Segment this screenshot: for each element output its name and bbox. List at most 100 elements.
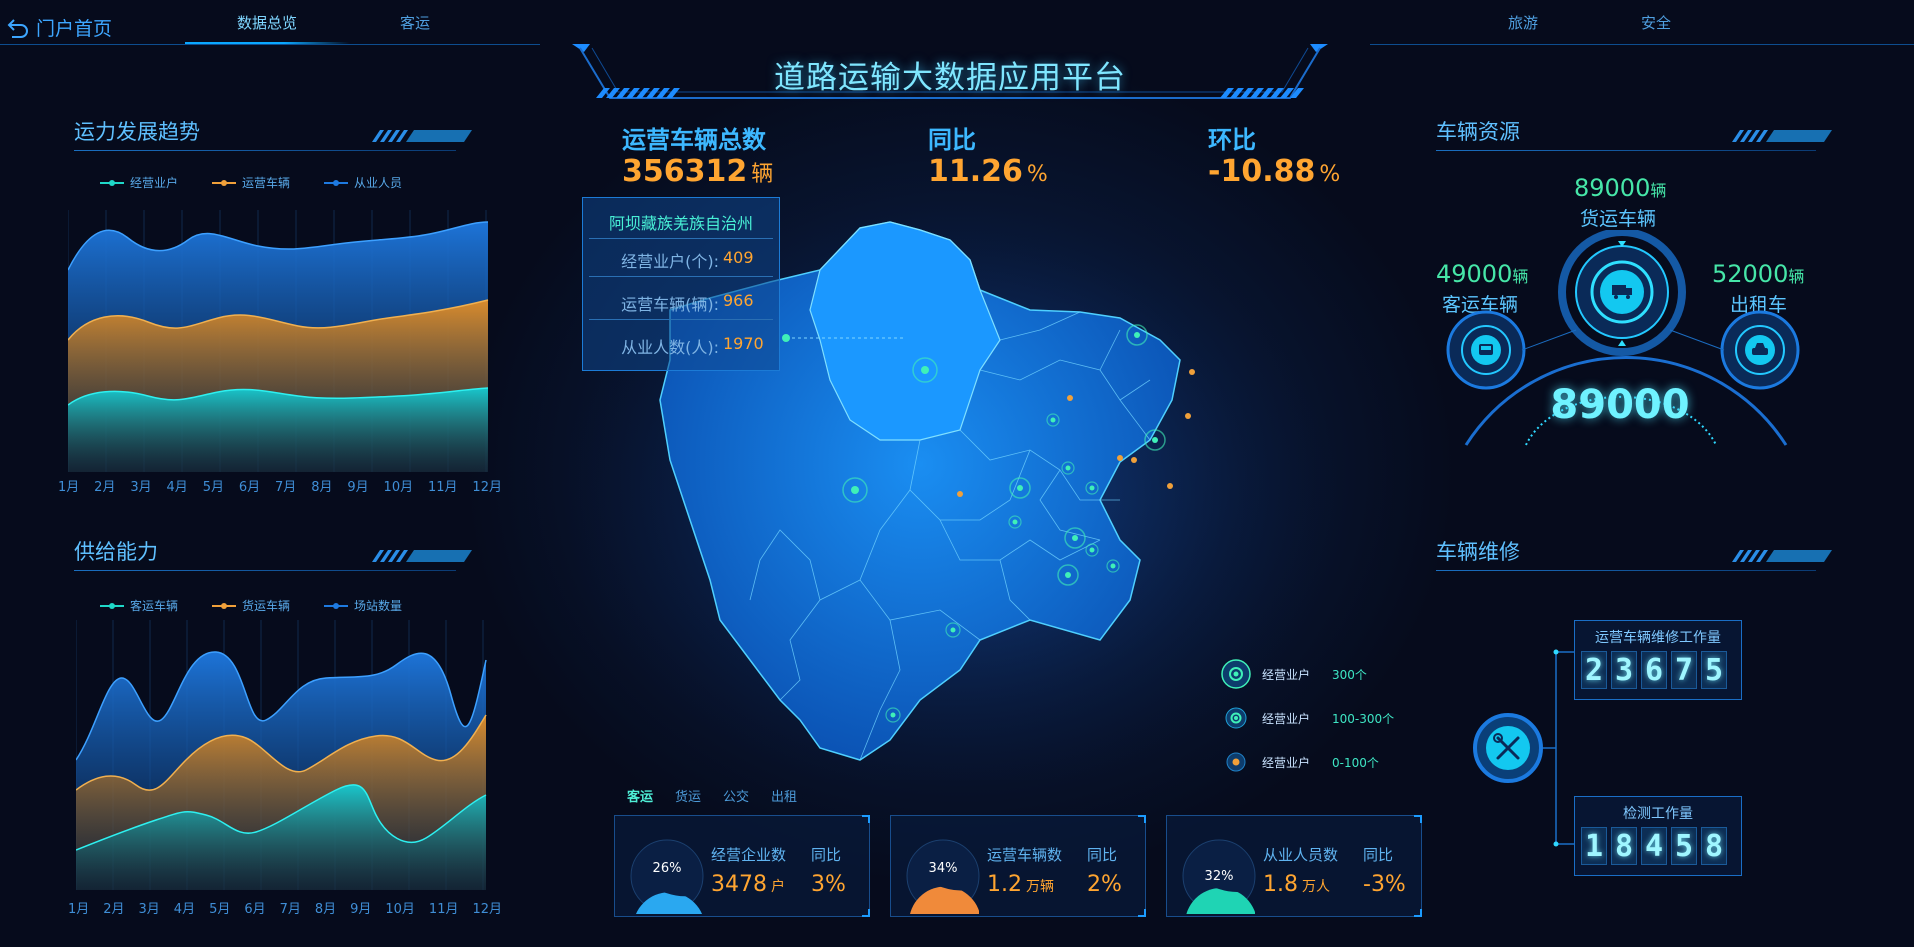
legend-label: 货运车辆	[242, 599, 291, 613]
tooltip-row-value: 409	[723, 248, 754, 267]
supply-legend: 客运车辆 货运车辆 场站数量	[100, 597, 402, 614]
map-legend-item[interactable]: 经营业户 100-300个	[1220, 702, 1394, 734]
map-markers	[842, 324, 1195, 723]
kpi-yoy-label: 同比	[928, 126, 976, 154]
vehicle-resource-divider	[1436, 150, 1816, 151]
card-value: 1.8 万人	[1263, 872, 1330, 897]
legend-item[interactable]: 客运车辆	[100, 597, 178, 614]
kpi-total-vehicles-value: 356312 辆	[622, 154, 773, 189]
stripe-decoration	[1732, 130, 1832, 142]
tab-taxi[interactable]: 出租	[771, 790, 798, 805]
tab-freight[interactable]: 货运	[675, 790, 702, 805]
x-tick-label: 12月	[472, 480, 502, 495]
map-tooltip: 阿坝藏族羌族自治州 经营业户(个): 409 运营车辆(辆): 966 从业人数(人…	[582, 197, 780, 371]
card-value-unit: 万人	[1302, 879, 1330, 895]
title-frame: 道路运输大数据应用平台	[560, 40, 1340, 110]
tab-passenger[interactable]: 客运	[400, 14, 431, 32]
supply-divider	[74, 570, 456, 571]
capacity-trend-chart	[68, 210, 489, 472]
map-legend-item[interactable]: 经营业户 0-100个	[1220, 746, 1379, 778]
veh-unit: 辆	[1650, 181, 1667, 200]
tab-overview[interactable]: 数据总览	[237, 14, 298, 32]
truck-icon	[1612, 285, 1632, 299]
legend-item[interactable]: 从业人员	[324, 174, 402, 191]
x-tick-label: 10月	[385, 902, 415, 917]
tab-bus[interactable]: 公交	[723, 790, 750, 805]
kpi-unit: %	[1026, 162, 1048, 187]
card-label: 从业人员数	[1263, 846, 1339, 864]
tooltip-divider	[589, 319, 773, 320]
stripe-decoration	[1732, 550, 1832, 562]
tooltip-row: 经营业户(个): 409	[583, 248, 779, 272]
category-tabs: 客运 货运 公交 出租	[627, 786, 797, 805]
kpi-value-number: 356312	[622, 154, 748, 189]
card-value-unit: 户	[771, 879, 785, 895]
veh-unit: 辆	[1788, 267, 1805, 286]
card-corner	[1414, 815, 1422, 823]
tab-tourism[interactable]: 旅游	[1508, 14, 1539, 32]
legend-label: 运营车辆	[242, 176, 291, 190]
legend-item[interactable]: 场站数量	[324, 597, 402, 614]
x-tick-label: 7月	[279, 902, 301, 917]
x-tick-label: 11月	[428, 902, 459, 917]
legend-item[interactable]: 运营车辆	[212, 174, 290, 191]
active-tab-underline	[185, 42, 350, 44]
gauge-percent: 32%	[1205, 869, 1234, 884]
legend-item[interactable]: 经营业户	[100, 174, 178, 191]
vehicle-resource-title: 车辆资源	[1436, 120, 1520, 144]
card-yoy-label: 同比	[1363, 846, 1394, 864]
maintenance-connector	[1473, 649, 1574, 847]
card-value-number: 1.8	[1263, 872, 1298, 897]
passenger-vehicle-label: 客运车辆	[1442, 294, 1519, 316]
top-nav: 门户首页 数据总览 客运 旅游 安全	[0, 0, 1914, 45]
capacity-trend-title: 运力发展趋势	[74, 120, 200, 144]
tooltip-row: 从业人数(人): 1970	[583, 334, 779, 358]
repair-workload-title: 运营车辆维修工作量	[1595, 630, 1721, 646]
card-value-number: 3478	[711, 872, 767, 897]
legend-line-icon	[100, 179, 124, 186]
tab-safety[interactable]: 安全	[1641, 14, 1672, 32]
map-legend-label: 经营业户	[1262, 755, 1311, 770]
card-corner	[1414, 909, 1422, 917]
cargo-vehicle-label: 货运车辆	[1580, 208, 1657, 230]
tooltip-divider	[589, 276, 773, 277]
tooltip-row: 运营车辆(辆): 966	[583, 291, 779, 315]
x-tick-label: 3月	[138, 902, 160, 917]
card-corner	[862, 909, 870, 917]
tab-passenger-transport[interactable]: 客运	[627, 790, 654, 805]
page-title: 道路运输大数据应用平台	[774, 60, 1126, 96]
title-frame-decoration	[572, 44, 1328, 99]
digit: 6	[1641, 651, 1667, 689]
inspection-workload-title: 检测工作量	[1623, 806, 1693, 822]
legend-line-icon	[324, 602, 349, 609]
home-label: 门户首页	[36, 18, 113, 40]
card-corner	[862, 815, 870, 823]
total-vehicle-number: 89000	[1550, 382, 1690, 428]
legend-line-icon	[100, 602, 124, 609]
passenger-vehicle-count: 49000辆	[1436, 260, 1528, 288]
map-legend-item[interactable]: 经营业户 300个	[1220, 658, 1367, 690]
x-tick-label: 6月	[244, 902, 266, 917]
kpi-value-number: 11.26	[928, 154, 1023, 189]
supply-x-axis: 1月 2月 3月 4月 5月 6月 7月 8月 9月 10月 11月 12月	[68, 898, 502, 917]
digit: 4	[1641, 827, 1667, 865]
capacity-trend-x-axis: 1月 2月 3月 4月 5月 6月 7月 8月 9月 10月 11月 12月	[58, 476, 502, 495]
digit: 5	[1701, 651, 1727, 689]
card-yoy: -3%	[1363, 872, 1406, 897]
liquid-gauge: 26%	[630, 839, 704, 914]
card-yoy-label: 同比	[811, 846, 842, 864]
card-value: 3478 户	[711, 872, 785, 897]
maintenance-divider	[1436, 570, 1816, 571]
legend-item[interactable]: 货运车辆	[212, 597, 290, 614]
legend-label: 从业人员	[354, 176, 403, 190]
digit: 8	[1701, 827, 1727, 865]
stat-card-vehicles: 34% 运营车辆数 同比 1.2 万辆 2%	[890, 815, 1146, 917]
x-tick-label: 12月	[472, 902, 502, 917]
card-value: 1.2 万辆	[987, 872, 1054, 897]
taxi-count: 52000辆	[1712, 260, 1804, 288]
home-link[interactable]: 门户首页	[6, 14, 112, 41]
gauge-percent: 26%	[653, 861, 682, 876]
legend-label: 客运车辆	[130, 599, 179, 613]
